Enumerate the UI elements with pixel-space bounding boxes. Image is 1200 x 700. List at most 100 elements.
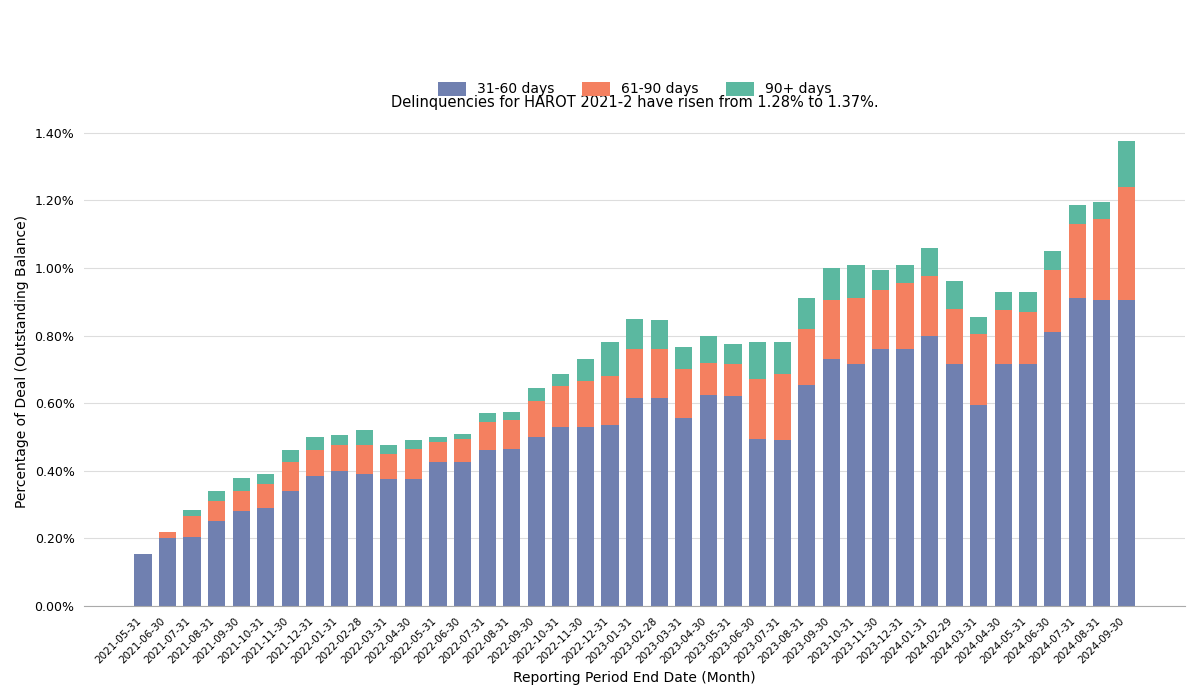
Bar — [184, 510, 200, 517]
Bar — [798, 329, 815, 384]
Bar — [184, 517, 200, 537]
Bar — [1117, 300, 1135, 606]
Bar — [1093, 202, 1110, 219]
Bar — [1020, 292, 1037, 312]
Bar — [823, 300, 840, 359]
Bar — [676, 347, 692, 370]
Bar — [233, 511, 250, 606]
Bar — [995, 310, 1012, 364]
Bar — [601, 342, 619, 376]
X-axis label: Reporting Period End Date (Month): Reporting Period End Date (Month) — [514, 671, 756, 685]
Bar — [922, 276, 938, 335]
Bar — [503, 412, 521, 420]
Bar — [552, 427, 570, 606]
Bar — [404, 449, 422, 480]
Bar — [577, 427, 594, 606]
Bar — [331, 471, 348, 606]
Bar — [650, 398, 668, 606]
Title: Delinquencies for HAROT 2021-2 have risen from 1.28% to 1.37%.: Delinquencies for HAROT 2021-2 have rise… — [391, 94, 878, 110]
Bar — [946, 281, 962, 309]
Bar — [306, 476, 324, 606]
Bar — [257, 474, 275, 484]
Bar — [380, 445, 397, 454]
Bar — [331, 435, 348, 445]
Bar — [1044, 270, 1061, 332]
Bar — [503, 449, 521, 606]
Bar — [1068, 298, 1086, 606]
Bar — [158, 538, 176, 606]
Bar — [626, 318, 643, 349]
Bar — [601, 376, 619, 425]
Bar — [798, 298, 815, 329]
Bar — [823, 268, 840, 300]
Bar — [774, 374, 791, 440]
Bar — [774, 342, 791, 375]
Bar — [1020, 312, 1037, 364]
Bar — [134, 554, 151, 606]
Bar — [872, 349, 889, 606]
Bar — [306, 451, 324, 476]
Bar — [355, 445, 373, 474]
Bar — [208, 501, 226, 522]
Bar — [971, 317, 988, 334]
Legend: 31-60 days, 61-90 days, 90+ days: 31-60 days, 61-90 days, 90+ days — [432, 76, 836, 102]
Bar — [577, 382, 594, 427]
Bar — [896, 349, 913, 606]
Bar — [700, 335, 718, 363]
Bar — [528, 388, 545, 402]
Bar — [430, 437, 446, 442]
Bar — [823, 359, 840, 606]
Bar — [1117, 187, 1135, 300]
Bar — [1044, 251, 1061, 270]
Bar — [946, 364, 962, 606]
Bar — [380, 454, 397, 480]
Bar — [749, 379, 766, 439]
Bar — [1068, 224, 1086, 298]
Bar — [749, 342, 766, 379]
Bar — [896, 284, 913, 349]
Bar — [380, 480, 397, 606]
Bar — [676, 419, 692, 606]
Bar — [995, 292, 1012, 310]
Bar — [847, 364, 864, 606]
Bar — [1117, 141, 1135, 187]
Bar — [479, 421, 496, 451]
Bar — [528, 437, 545, 606]
Bar — [158, 531, 176, 538]
Bar — [700, 363, 718, 395]
Bar — [700, 395, 718, 606]
Bar — [306, 437, 324, 451]
Bar — [479, 451, 496, 606]
Bar — [650, 349, 668, 398]
Bar — [601, 425, 619, 606]
Bar — [184, 537, 200, 606]
Bar — [430, 462, 446, 606]
Bar — [282, 451, 299, 462]
Bar — [971, 405, 988, 606]
Bar — [725, 396, 742, 606]
Bar — [355, 474, 373, 606]
Bar — [257, 508, 275, 606]
Bar — [626, 349, 643, 398]
Bar — [847, 298, 864, 364]
Bar — [749, 439, 766, 606]
Bar — [479, 413, 496, 421]
Bar — [798, 384, 815, 606]
Bar — [404, 480, 422, 606]
Bar — [528, 402, 545, 437]
Bar — [404, 440, 422, 449]
Bar — [430, 442, 446, 462]
Bar — [922, 335, 938, 606]
Bar — [454, 433, 472, 439]
Bar — [282, 462, 299, 491]
Bar — [896, 265, 913, 284]
Bar — [872, 290, 889, 349]
Bar — [282, 491, 299, 606]
Bar — [331, 445, 348, 471]
Bar — [725, 344, 742, 364]
Bar — [650, 321, 668, 349]
Bar — [1093, 219, 1110, 300]
Bar — [676, 370, 692, 419]
Bar — [1044, 332, 1061, 606]
Bar — [454, 462, 472, 606]
